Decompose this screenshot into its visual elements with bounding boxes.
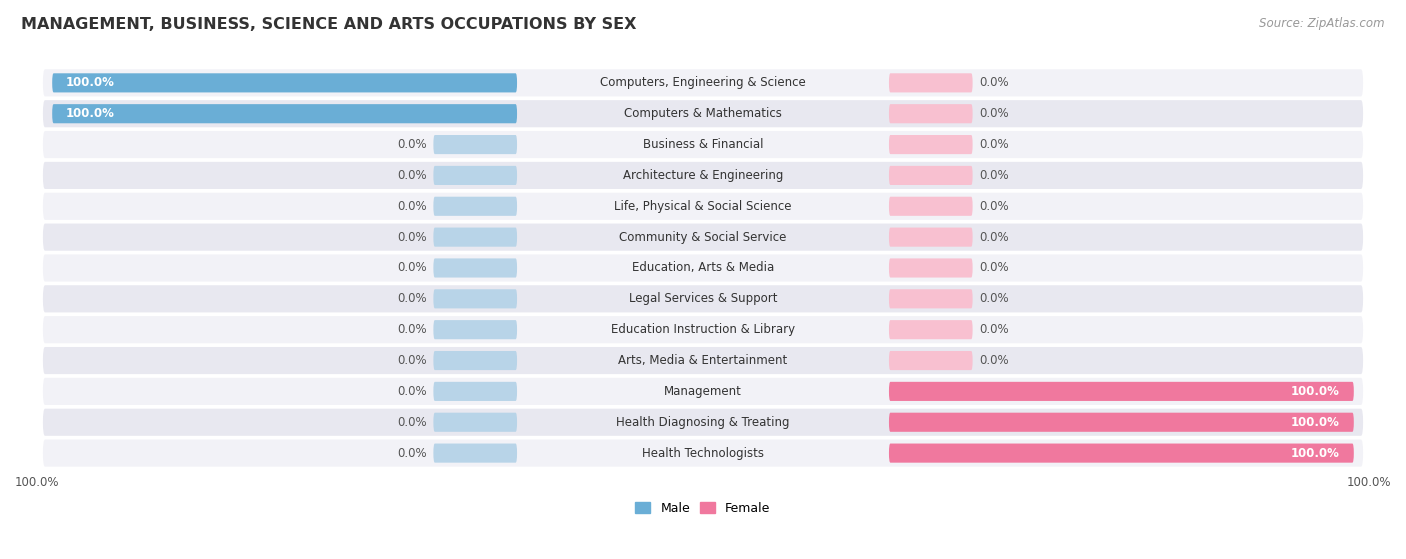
FancyBboxPatch shape <box>44 224 1362 250</box>
FancyBboxPatch shape <box>889 289 973 309</box>
Text: 0.0%: 0.0% <box>980 354 1010 367</box>
Text: 0.0%: 0.0% <box>980 77 1010 89</box>
FancyBboxPatch shape <box>889 166 973 185</box>
Text: 0.0%: 0.0% <box>980 107 1010 120</box>
Text: 0.0%: 0.0% <box>396 447 426 459</box>
FancyBboxPatch shape <box>889 382 1354 401</box>
Text: 0.0%: 0.0% <box>980 200 1010 213</box>
FancyBboxPatch shape <box>889 104 973 124</box>
FancyBboxPatch shape <box>433 320 517 339</box>
Text: 0.0%: 0.0% <box>396 262 426 274</box>
Text: 0.0%: 0.0% <box>396 354 426 367</box>
FancyBboxPatch shape <box>433 135 517 154</box>
Text: Arts, Media & Entertainment: Arts, Media & Entertainment <box>619 354 787 367</box>
Legend: Male, Female: Male, Female <box>630 497 776 520</box>
FancyBboxPatch shape <box>889 228 973 247</box>
FancyBboxPatch shape <box>889 197 973 216</box>
Text: Architecture & Engineering: Architecture & Engineering <box>623 169 783 182</box>
FancyBboxPatch shape <box>44 162 1362 189</box>
FancyBboxPatch shape <box>44 439 1362 467</box>
Text: 100.0%: 100.0% <box>66 77 115 89</box>
Text: 0.0%: 0.0% <box>396 231 426 244</box>
Text: 0.0%: 0.0% <box>396 200 426 213</box>
Text: 100.0%: 100.0% <box>1291 385 1340 398</box>
Text: Health Diagnosing & Treating: Health Diagnosing & Treating <box>616 416 790 429</box>
Text: 0.0%: 0.0% <box>396 169 426 182</box>
Text: Legal Services & Support: Legal Services & Support <box>628 292 778 305</box>
FancyBboxPatch shape <box>44 285 1362 312</box>
FancyBboxPatch shape <box>889 320 973 339</box>
FancyBboxPatch shape <box>433 197 517 216</box>
Text: Computers, Engineering & Science: Computers, Engineering & Science <box>600 77 806 89</box>
Text: 0.0%: 0.0% <box>980 262 1010 274</box>
FancyBboxPatch shape <box>889 443 1354 463</box>
Text: Education Instruction & Library: Education Instruction & Library <box>612 323 794 336</box>
Text: Management: Management <box>664 385 742 398</box>
FancyBboxPatch shape <box>52 104 517 124</box>
Text: Health Technologists: Health Technologists <box>643 447 763 459</box>
Text: 100.0%: 100.0% <box>66 107 115 120</box>
FancyBboxPatch shape <box>52 73 517 92</box>
FancyBboxPatch shape <box>44 69 1362 97</box>
FancyBboxPatch shape <box>433 258 517 278</box>
FancyBboxPatch shape <box>433 443 517 463</box>
Text: Education, Arts & Media: Education, Arts & Media <box>631 262 775 274</box>
Text: 0.0%: 0.0% <box>980 231 1010 244</box>
FancyBboxPatch shape <box>433 413 517 432</box>
Text: 0.0%: 0.0% <box>396 138 426 151</box>
Text: 0.0%: 0.0% <box>980 292 1010 305</box>
Text: 100.0%: 100.0% <box>1291 447 1340 459</box>
FancyBboxPatch shape <box>889 413 1354 432</box>
Text: MANAGEMENT, BUSINESS, SCIENCE AND ARTS OCCUPATIONS BY SEX: MANAGEMENT, BUSINESS, SCIENCE AND ARTS O… <box>21 17 637 32</box>
FancyBboxPatch shape <box>433 351 517 370</box>
Text: 0.0%: 0.0% <box>396 323 426 336</box>
Text: Business & Financial: Business & Financial <box>643 138 763 151</box>
FancyBboxPatch shape <box>44 100 1362 127</box>
FancyBboxPatch shape <box>44 409 1362 436</box>
Text: Community & Social Service: Community & Social Service <box>619 231 787 244</box>
Text: 100.0%: 100.0% <box>1291 416 1340 429</box>
FancyBboxPatch shape <box>889 135 973 154</box>
Text: 100.0%: 100.0% <box>15 476 59 489</box>
FancyBboxPatch shape <box>44 316 1362 343</box>
Text: 0.0%: 0.0% <box>980 138 1010 151</box>
FancyBboxPatch shape <box>44 131 1362 158</box>
FancyBboxPatch shape <box>889 351 973 370</box>
Text: 0.0%: 0.0% <box>396 292 426 305</box>
FancyBboxPatch shape <box>44 378 1362 405</box>
FancyBboxPatch shape <box>433 228 517 247</box>
FancyBboxPatch shape <box>433 166 517 185</box>
Text: 0.0%: 0.0% <box>980 169 1010 182</box>
Text: 0.0%: 0.0% <box>396 416 426 429</box>
Text: Life, Physical & Social Science: Life, Physical & Social Science <box>614 200 792 213</box>
FancyBboxPatch shape <box>44 193 1362 220</box>
FancyBboxPatch shape <box>44 254 1362 282</box>
Text: 100.0%: 100.0% <box>1347 476 1391 489</box>
FancyBboxPatch shape <box>889 258 973 278</box>
FancyBboxPatch shape <box>433 382 517 401</box>
Text: Source: ZipAtlas.com: Source: ZipAtlas.com <box>1260 17 1385 30</box>
FancyBboxPatch shape <box>44 347 1362 374</box>
Text: Computers & Mathematics: Computers & Mathematics <box>624 107 782 120</box>
FancyBboxPatch shape <box>889 73 973 92</box>
FancyBboxPatch shape <box>433 289 517 309</box>
Text: 0.0%: 0.0% <box>396 385 426 398</box>
Text: 0.0%: 0.0% <box>980 323 1010 336</box>
